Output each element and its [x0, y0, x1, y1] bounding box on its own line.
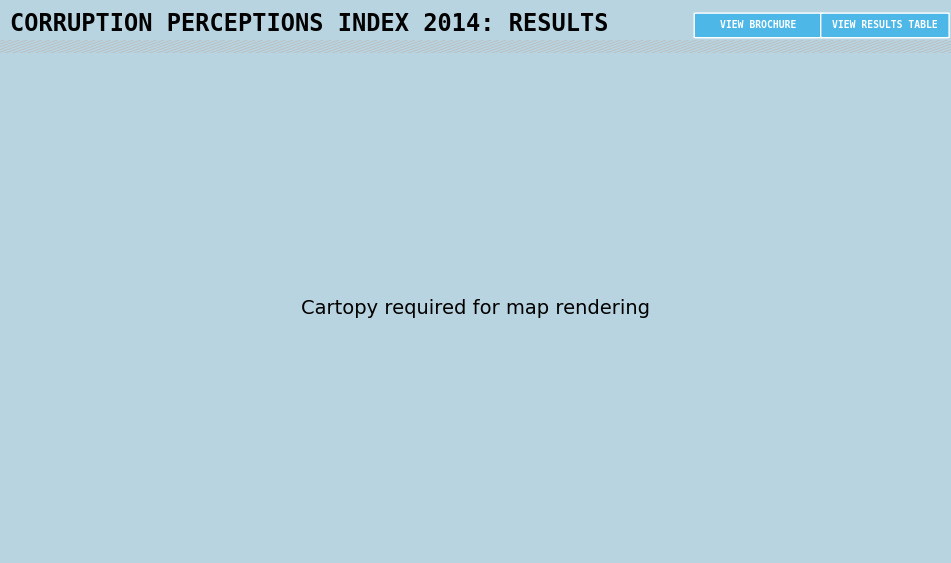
Text: VIEW RESULTS TABLE: VIEW RESULTS TABLE	[832, 20, 938, 30]
FancyBboxPatch shape	[694, 13, 823, 38]
FancyBboxPatch shape	[821, 13, 949, 38]
Text: VIEW BROCHURE: VIEW BROCHURE	[720, 20, 797, 30]
Text: CORRUPTION PERCEPTIONS INDEX 2014: RESULTS: CORRUPTION PERCEPTIONS INDEX 2014: RESUL…	[10, 12, 608, 36]
Text: Cartopy required for map rendering: Cartopy required for map rendering	[301, 299, 650, 318]
